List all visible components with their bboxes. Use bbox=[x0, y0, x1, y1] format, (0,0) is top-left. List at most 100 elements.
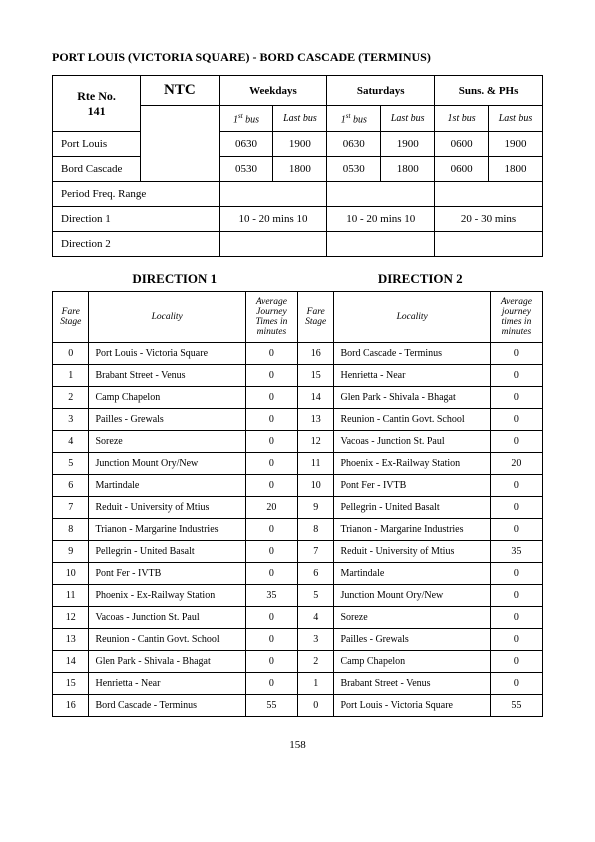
direction-1-heading: DIRECTION 1 bbox=[52, 271, 298, 287]
avg-time: 0 bbox=[490, 475, 542, 497]
fare-stage: 11 bbox=[297, 453, 333, 475]
avg-time: 20 bbox=[490, 453, 542, 475]
origin-row-port-louis: Port Louis 0630 1900 0630 1900 0600 1900 bbox=[53, 132, 543, 157]
locality: Glen Park - Shivala - Bhagat bbox=[334, 387, 490, 409]
cell: 10 - 20 mins 10 bbox=[327, 207, 435, 232]
avg-time: 20 bbox=[245, 497, 297, 519]
sat-last-head: Last bus bbox=[381, 106, 435, 132]
direction-2-heading: DIRECTION 2 bbox=[298, 271, 544, 287]
locality: Phoenix - Ex-Railway Station bbox=[89, 585, 245, 607]
avg-time: 0 bbox=[245, 519, 297, 541]
fare-stage: 14 bbox=[53, 651, 89, 673]
fare-stage: 14 bbox=[297, 387, 333, 409]
table-row: 6Martindale010Pont Fer - IVTB0 bbox=[53, 475, 543, 497]
table-row: 0Port Louis - Victoria Square016Bord Cas… bbox=[53, 343, 543, 365]
locality: Vacoas - Junction St. Paul bbox=[89, 607, 245, 629]
fare-stage: 5 bbox=[53, 453, 89, 475]
fare-stage: 0 bbox=[297, 695, 333, 717]
table-row: 14Glen Park - Shivala - Bhagat02Camp Cha… bbox=[53, 651, 543, 673]
page-number: 158 bbox=[52, 739, 543, 751]
fare-stage: 10 bbox=[53, 563, 89, 585]
avg-time: 0 bbox=[490, 409, 542, 431]
table-row: 12Vacoas - Junction St. Paul04Soreze0 bbox=[53, 607, 543, 629]
cell: 0630 bbox=[219, 132, 273, 157]
table-row: 8Trianon - Margarine Industries08Trianon… bbox=[53, 519, 543, 541]
fare-stage: 12 bbox=[297, 431, 333, 453]
cell: 0600 bbox=[435, 132, 489, 157]
cell: 1800 bbox=[489, 157, 543, 182]
locality: Reduit - University of Mtius bbox=[334, 541, 490, 563]
locality: Henrietta - Near bbox=[89, 673, 245, 695]
locality: Vacoas - Junction St. Paul bbox=[334, 431, 490, 453]
saturdays-head: Saturdays bbox=[327, 76, 435, 106]
locality: Junction Mount Ory/New bbox=[89, 453, 245, 475]
page-title: PORT LOUIS (VICTORIA SQUARE) - BORD CASC… bbox=[52, 50, 543, 65]
sun-last-head: Last bus bbox=[489, 106, 543, 132]
fare-stage: 3 bbox=[53, 409, 89, 431]
locality: Camp Chapelon bbox=[89, 387, 245, 409]
cell: 1800 bbox=[381, 157, 435, 182]
schedule-table: Rte No. 141 NTC Weekdays Saturdays Suns.… bbox=[52, 75, 543, 257]
table-row: 15Henrietta - Near01Brabant Street - Ven… bbox=[53, 673, 543, 695]
cell: 10 - 20 mins 10 bbox=[219, 207, 327, 232]
ntc-label: NTC bbox=[141, 76, 219, 106]
rte-no-cell: Rte No. 141 bbox=[53, 76, 141, 132]
locality: Brabant Street - Venus bbox=[334, 673, 490, 695]
fare-stage: 3 bbox=[297, 629, 333, 651]
period-freq-row: Period Freq. Range bbox=[53, 182, 543, 207]
direction-2-row: Direction 2 bbox=[53, 232, 543, 257]
avg-time: 0 bbox=[490, 585, 542, 607]
table-row: 10Pont Fer - IVTB06Martindale0 bbox=[53, 563, 543, 585]
locality: Henrietta - Near bbox=[334, 365, 490, 387]
locality: Bord Cascade - Terminus bbox=[89, 695, 245, 717]
avg-time: 0 bbox=[490, 431, 542, 453]
sundays-head: Suns. & PHs bbox=[435, 76, 543, 106]
avg-time: 0 bbox=[245, 563, 297, 585]
origin-label: Bord Cascade bbox=[53, 157, 141, 182]
fare-stage: 9 bbox=[53, 541, 89, 563]
th-avg-2: Average journey times in minutes bbox=[490, 292, 542, 343]
avg-time: 0 bbox=[245, 365, 297, 387]
fare-stage: 15 bbox=[297, 365, 333, 387]
fare-stage: 13 bbox=[297, 409, 333, 431]
origin-row-bord-cascade: Bord Cascade 0530 1800 0530 1800 0600 18… bbox=[53, 157, 543, 182]
th-fare-stage-2: Fare Stage bbox=[297, 292, 333, 343]
locality: Port Louis - Victoria Square bbox=[334, 695, 490, 717]
fare-stage: 8 bbox=[53, 519, 89, 541]
table-row: 2Camp Chapelon014Glen Park - Shivala - B… bbox=[53, 387, 543, 409]
fare-stage: 1 bbox=[297, 673, 333, 695]
avg-time: 55 bbox=[245, 695, 297, 717]
table-row: 7Reduit - University of Mtius209Pellegri… bbox=[53, 497, 543, 519]
table-row: 16Bord Cascade - Terminus550Port Louis -… bbox=[53, 695, 543, 717]
fare-stage: 2 bbox=[53, 387, 89, 409]
cell: 1900 bbox=[489, 132, 543, 157]
fare-stage: 2 bbox=[297, 651, 333, 673]
avg-time: 0 bbox=[245, 343, 297, 365]
avg-time: 0 bbox=[490, 563, 542, 585]
cell: 0600 bbox=[435, 157, 489, 182]
avg-time: 35 bbox=[245, 585, 297, 607]
th-locality-2: Locality bbox=[334, 292, 490, 343]
locality: Port Louis - Victoria Square bbox=[89, 343, 245, 365]
locality: Trianon - Margarine Industries bbox=[89, 519, 245, 541]
fare-stage: 7 bbox=[297, 541, 333, 563]
avg-time: 0 bbox=[490, 673, 542, 695]
locality: Soreze bbox=[89, 431, 245, 453]
avg-time: 0 bbox=[245, 629, 297, 651]
fare-stage: 16 bbox=[297, 343, 333, 365]
locality: Glen Park - Shivala - Bhagat bbox=[89, 651, 245, 673]
fare-stage: 5 bbox=[297, 585, 333, 607]
table-row: 9Pellegrin - United Basalt07Reduit - Uni… bbox=[53, 541, 543, 563]
locality: Soreze bbox=[334, 607, 490, 629]
cell: 1900 bbox=[381, 132, 435, 157]
fare-stage: 4 bbox=[297, 607, 333, 629]
locality: Brabant Street - Venus bbox=[89, 365, 245, 387]
avg-time: 0 bbox=[245, 409, 297, 431]
rte-label-1: Rte No. bbox=[57, 89, 136, 104]
wd-first-head: 1st bus bbox=[219, 106, 273, 132]
cell: 1800 bbox=[273, 157, 327, 182]
avg-time: 0 bbox=[245, 673, 297, 695]
avg-time: 0 bbox=[490, 629, 542, 651]
cell: 0530 bbox=[219, 157, 273, 182]
avg-time: 0 bbox=[490, 607, 542, 629]
